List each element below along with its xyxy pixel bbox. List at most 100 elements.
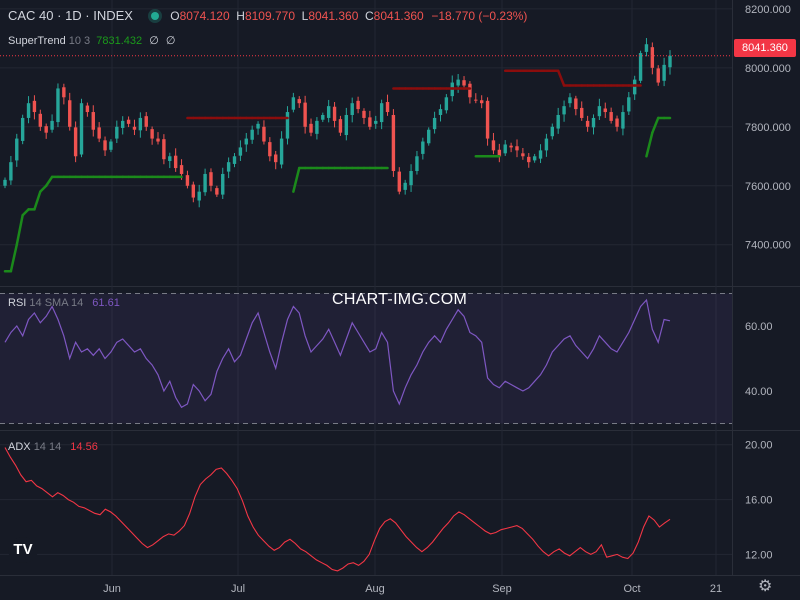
adx-label[interactable]: ADX bbox=[8, 441, 31, 453]
settings-gear-icon[interactable]: ⚙ bbox=[758, 578, 773, 595]
candle bbox=[638, 53, 643, 81]
candle bbox=[132, 126, 137, 130]
candle bbox=[50, 120, 54, 130]
candle bbox=[485, 100, 490, 139]
candle bbox=[650, 47, 655, 68]
candle bbox=[321, 114, 325, 120]
y-tick-label: 7600.000 bbox=[745, 181, 791, 193]
candle bbox=[609, 112, 613, 121]
candle bbox=[221, 173, 225, 195]
empty-set-icon: ∅ bbox=[149, 35, 159, 47]
supertrend-line bbox=[44, 175, 54, 188]
candle bbox=[479, 100, 484, 104]
candle bbox=[256, 123, 260, 129]
candle bbox=[397, 171, 401, 192]
candle bbox=[527, 156, 531, 163]
candle bbox=[262, 126, 266, 142]
low-label: L bbox=[301, 9, 309, 23]
candle bbox=[238, 147, 243, 156]
candle bbox=[538, 150, 543, 159]
candle bbox=[144, 116, 148, 127]
candle bbox=[432, 117, 437, 130]
candle bbox=[226, 162, 231, 172]
candle bbox=[556, 114, 560, 129]
candle bbox=[250, 129, 254, 140]
candle bbox=[456, 79, 460, 86]
candle bbox=[68, 100, 72, 127]
candle bbox=[191, 184, 196, 198]
candle bbox=[315, 120, 319, 134]
candle bbox=[291, 97, 296, 110]
x-tick-label: Sep bbox=[492, 583, 512, 595]
candle bbox=[297, 99, 301, 104]
candle bbox=[156, 138, 160, 142]
candle bbox=[26, 103, 31, 118]
candle bbox=[44, 126, 48, 133]
candle bbox=[285, 112, 290, 139]
high-value: 8109.770 bbox=[244, 9, 295, 23]
candle bbox=[385, 102, 390, 113]
supertrend-legend: SuperTrend 10 3 7831.432 ∅ ∅ bbox=[8, 34, 175, 47]
candle bbox=[103, 140, 107, 151]
candle bbox=[444, 97, 449, 111]
candle bbox=[568, 97, 572, 104]
candle bbox=[591, 117, 596, 128]
candle bbox=[268, 142, 272, 157]
candle bbox=[32, 100, 37, 113]
chart-header: CAC 40 · 1D · INDEX O8074.120 H8109.770 … bbox=[8, 8, 527, 23]
candle bbox=[215, 188, 219, 195]
y-tick-label: 60.00 bbox=[745, 321, 773, 333]
candle bbox=[309, 123, 313, 133]
candle bbox=[126, 119, 131, 124]
x-tick-label: Oct bbox=[623, 583, 640, 595]
supertrend-value: 7831.432 bbox=[96, 35, 143, 47]
candle bbox=[62, 87, 66, 98]
candle bbox=[115, 126, 119, 139]
candle bbox=[244, 138, 248, 145]
candle bbox=[550, 126, 555, 137]
change-value: −18.770 (−0.23%) bbox=[431, 9, 528, 23]
candle bbox=[185, 175, 190, 186]
last-price-tag: 8041.360 bbox=[734, 39, 796, 57]
supertrend-line bbox=[292, 166, 301, 193]
supertrend-line bbox=[9, 243, 19, 273]
candle bbox=[544, 138, 549, 151]
watermark: CHART-IMG.COM bbox=[332, 291, 468, 308]
rsi-band bbox=[0, 293, 732, 424]
candle bbox=[274, 154, 278, 163]
high-label: H bbox=[236, 9, 245, 23]
y-tick-label: 16.00 bbox=[745, 495, 773, 507]
open-value: 8074.120 bbox=[179, 9, 230, 23]
supertrend-line bbox=[645, 131, 654, 158]
candle bbox=[374, 120, 378, 124]
candle bbox=[326, 106, 331, 118]
x-tick-label: 21 bbox=[710, 583, 722, 595]
y-tick-label: 20.00 bbox=[745, 440, 773, 452]
candle bbox=[462, 80, 466, 86]
candle bbox=[3, 179, 7, 186]
y-tick-label: 8000.000 bbox=[745, 63, 791, 75]
candle bbox=[120, 120, 125, 128]
close-value: 8041.360 bbox=[373, 9, 424, 23]
supertrend-label[interactable]: SuperTrend bbox=[8, 35, 66, 47]
candle bbox=[580, 107, 584, 118]
candle bbox=[403, 182, 407, 190]
supertrend-line bbox=[39, 184, 48, 193]
supertrend-line bbox=[21, 208, 30, 217]
candle bbox=[232, 156, 237, 164]
rsi-label[interactable]: RSI bbox=[8, 297, 27, 309]
open-label: O bbox=[170, 9, 180, 23]
adx-value: 14.56 bbox=[70, 441, 98, 453]
candle bbox=[38, 113, 43, 127]
candle bbox=[168, 156, 172, 161]
candle bbox=[468, 83, 472, 98]
symbol-title[interactable]: CAC 40 · 1D · INDEX bbox=[8, 8, 133, 23]
candle bbox=[338, 119, 343, 133]
candle bbox=[662, 64, 666, 81]
empty-set-icon: ∅ bbox=[165, 35, 176, 47]
rsi-value: 61.61 bbox=[92, 297, 120, 309]
candle bbox=[79, 103, 84, 155]
candle bbox=[85, 105, 90, 113]
market-status-dot bbox=[150, 12, 159, 21]
